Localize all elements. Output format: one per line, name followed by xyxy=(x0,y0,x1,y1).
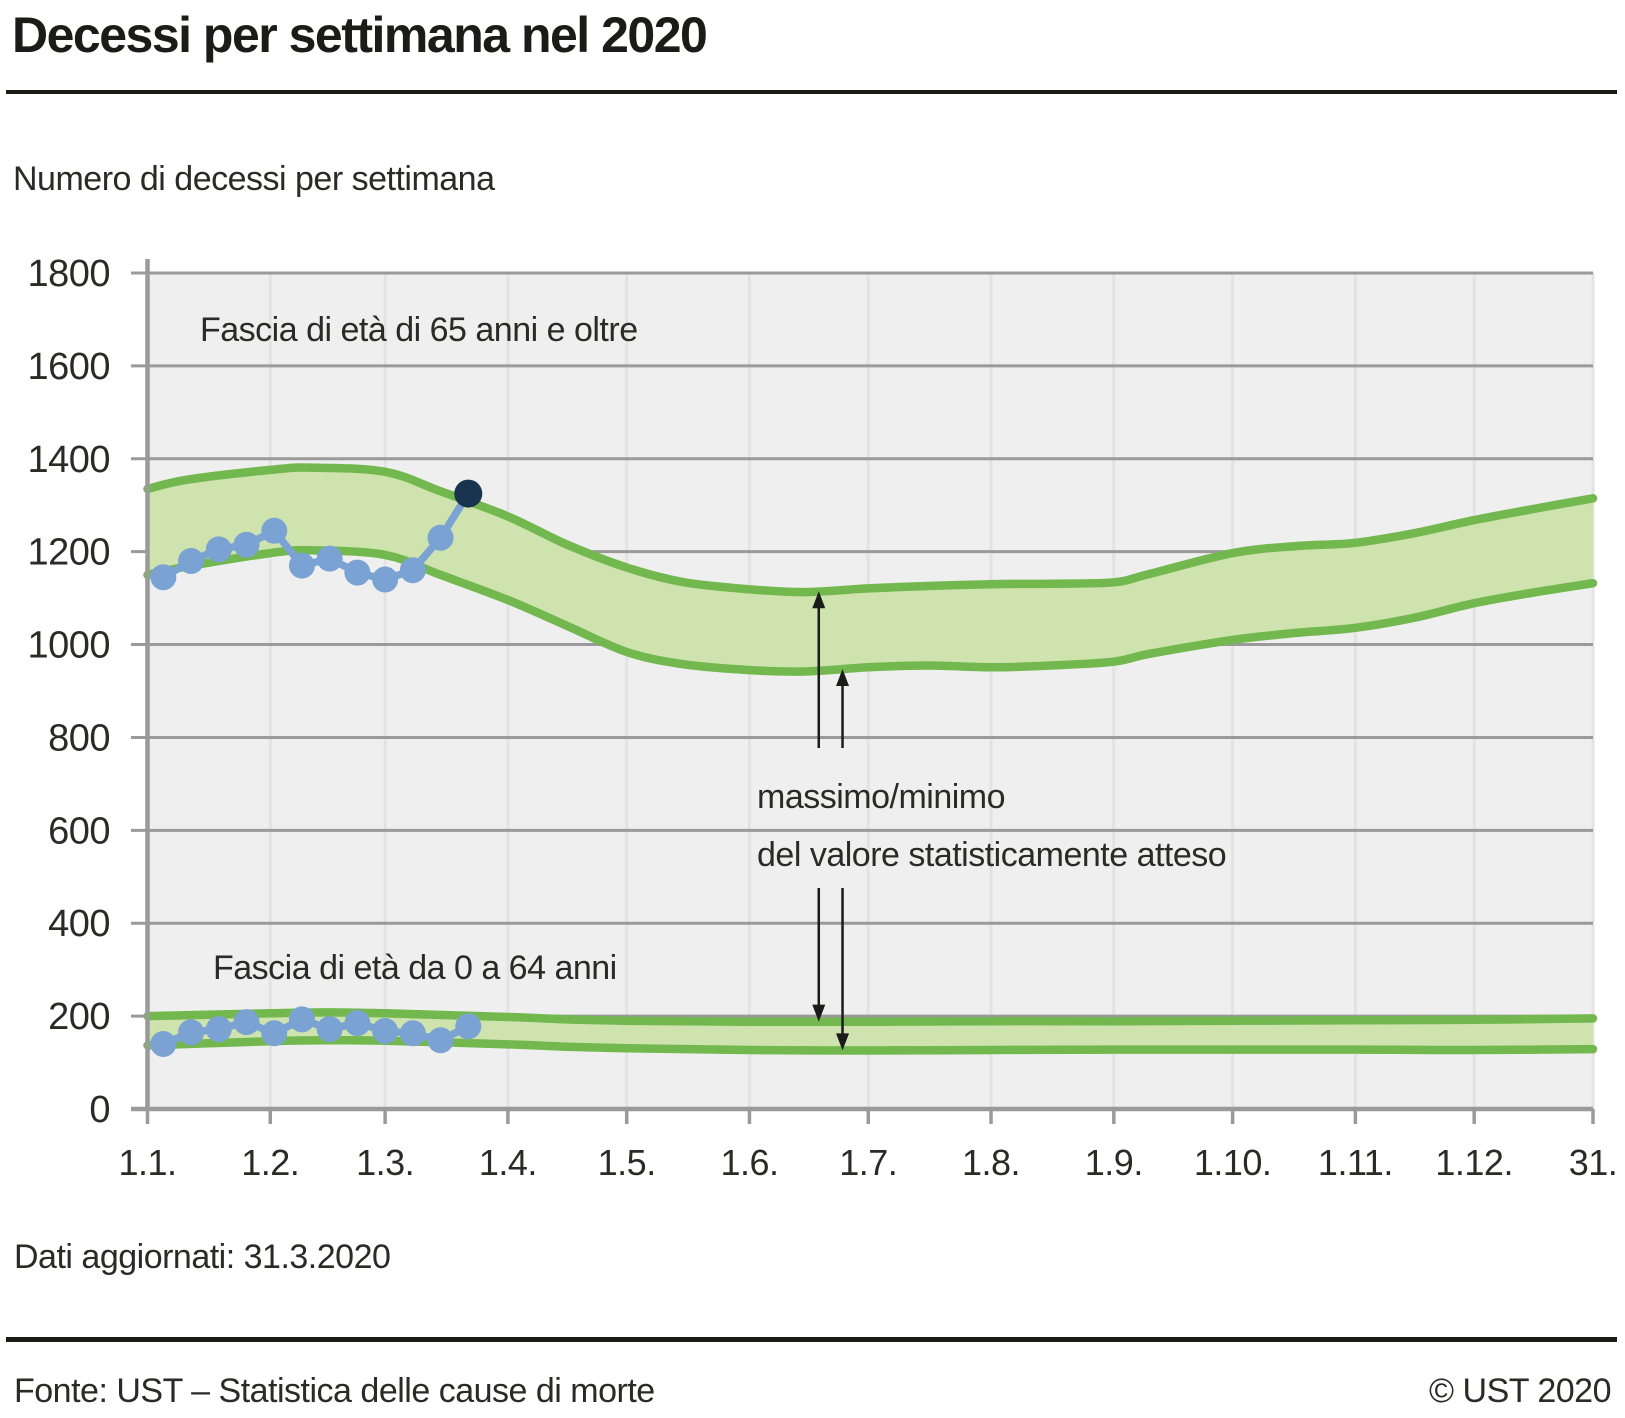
arrowhead-down xyxy=(812,1004,826,1022)
y-tick-label: 0 xyxy=(89,1089,110,1131)
y-tick-label: 1800 xyxy=(27,253,110,295)
title-divider xyxy=(6,90,1617,94)
y-tick-label: 1000 xyxy=(27,625,110,667)
expected_65plus-max-line xyxy=(143,463,1598,597)
arrowhead-up xyxy=(812,591,826,609)
plot-background xyxy=(147,273,1593,1109)
weekly-data-point xyxy=(372,1017,399,1044)
x-tick-label: 1.2. xyxy=(241,1142,299,1183)
arrowhead-up xyxy=(836,669,850,687)
footer-divider xyxy=(6,1337,1617,1342)
page-title: Decessi per settimana nel 2020 xyxy=(12,7,708,63)
chart-subtitle: Numero di decessi per settimana xyxy=(13,160,495,198)
x-tick-label: 1.7. xyxy=(839,1142,897,1183)
weekly-data-point xyxy=(288,1006,315,1033)
source-text: Fonte: UST – Statistica delle cause di m… xyxy=(14,1372,655,1410)
weekly-data-point xyxy=(399,557,426,584)
weekly-data-point xyxy=(150,1030,177,1057)
weekly-data-point xyxy=(233,531,260,558)
weekly-data-point xyxy=(344,559,371,586)
y-tick-label: 1400 xyxy=(27,439,110,481)
x-tick-label: 1.10. xyxy=(1194,1142,1272,1183)
weekly-data-point xyxy=(427,1027,454,1054)
plot-background-layer xyxy=(147,273,1593,1109)
y-tick-label: 600 xyxy=(48,810,110,852)
weekly-data-point xyxy=(288,552,315,579)
weekly-data-point xyxy=(178,547,205,574)
weekly-data-point xyxy=(178,1019,205,1046)
weekly-data-point xyxy=(261,517,288,544)
weekly-data-point xyxy=(316,1016,343,1043)
annotation-arrows-layer xyxy=(812,591,850,1051)
weekly-data-point xyxy=(372,566,399,593)
x-tick-label: 1.11. xyxy=(1318,1142,1393,1183)
band-0to64-label: Fascia di età da 0 a 64 anni xyxy=(213,949,617,987)
x-tick-labels: 1.1. 1.2. 1.3. 1.4. 1.5. 1.6. 1.7. 1.8. 1.9. 1.10… xyxy=(118,1142,1617,1183)
expected_65plus-min-line xyxy=(143,545,1598,676)
observed-series-layer xyxy=(150,479,483,1057)
annotation-text-line1: massimo/minimo xyxy=(757,778,1005,816)
x-tick-label: 1.4. xyxy=(479,1142,537,1183)
band-65plus-label: Fascia di età di 65 anni e oltre xyxy=(200,311,638,349)
weekly-data-point xyxy=(233,1009,260,1036)
weekly-data-point xyxy=(427,524,454,551)
y-tick-labels: 0 200 400 600 800 1000 1200 1400 1600 1800 xyxy=(27,253,110,1131)
weekly-data-point xyxy=(455,1013,482,1040)
x-tick-label: 1.1. xyxy=(118,1142,176,1183)
weekly-data-point xyxy=(261,1020,288,1047)
weekly-data-point xyxy=(205,536,232,563)
y-tick-label: 800 xyxy=(48,717,110,759)
y-tick-label: 200 xyxy=(48,996,110,1038)
y-tick-label: 1200 xyxy=(27,532,110,574)
arrowhead-down xyxy=(836,1033,850,1051)
annotation-text-line2: del valore statisticamente atteso xyxy=(757,836,1226,874)
x-tick-label: 1.3. xyxy=(356,1142,414,1183)
latest-week-point xyxy=(454,479,483,508)
x-tick-label: 1.9. xyxy=(1085,1142,1143,1183)
x-tick-label: 1.8. xyxy=(962,1142,1020,1183)
x-tick-label: 1.5. xyxy=(598,1142,656,1183)
weekly-data-point xyxy=(344,1010,371,1037)
weekly-data-point xyxy=(205,1016,232,1043)
weekly-data-point xyxy=(399,1020,426,1047)
y-tick-label: 400 xyxy=(48,903,110,945)
weekly-data-point xyxy=(316,545,343,572)
y-tick-label: 1600 xyxy=(27,346,110,388)
x-tick-label: 1.12. xyxy=(1435,1142,1513,1183)
expected_0to64-min-line xyxy=(143,1035,1598,1055)
copyright-text: © UST 2020 xyxy=(1429,1372,1611,1410)
vertical-gridlines-layer xyxy=(268,273,1595,1109)
axes-layer xyxy=(131,259,1595,1124)
weekly-data-point xyxy=(150,564,177,591)
x-tick-label: 31. xyxy=(1569,1142,1618,1183)
x-tick-label: 1.6. xyxy=(720,1142,778,1183)
data-updated-note: Dati aggiornati: 31.3.2020 xyxy=(14,1238,391,1276)
